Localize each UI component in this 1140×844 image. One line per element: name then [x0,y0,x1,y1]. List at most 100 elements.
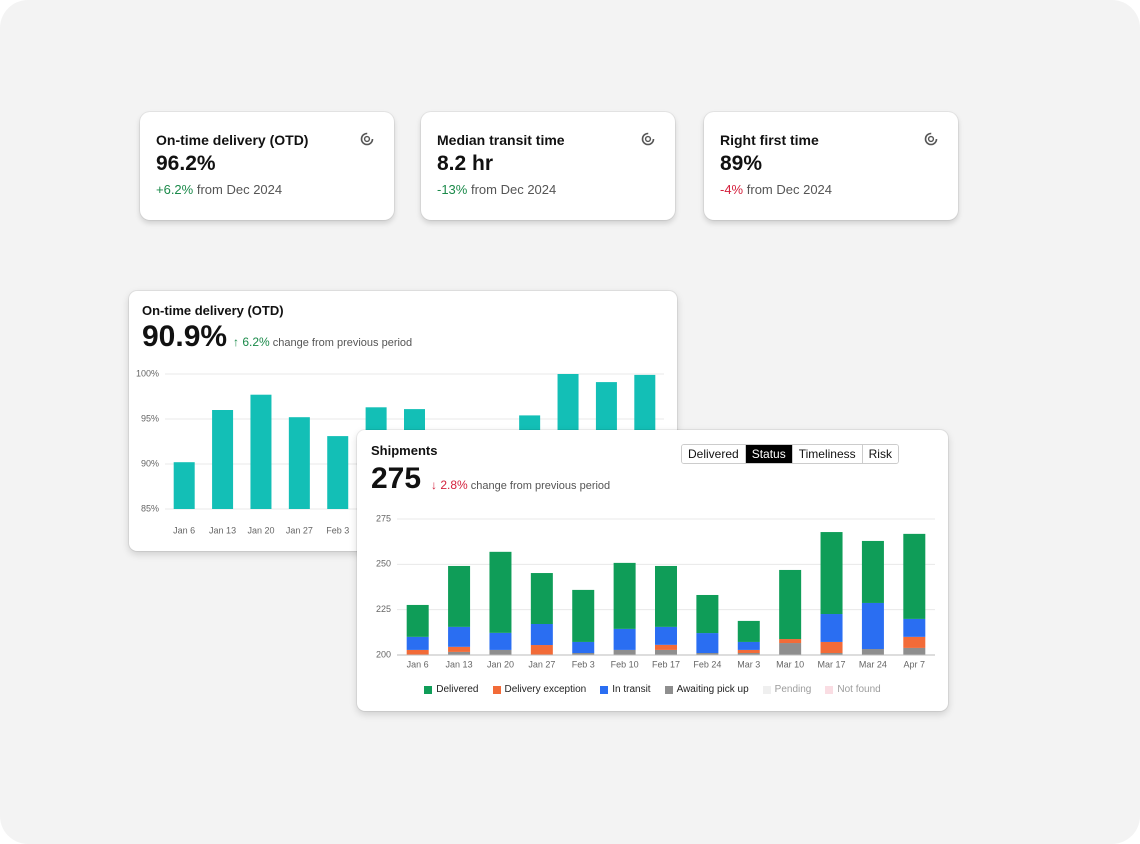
kpi-value: 8.2 hr [437,152,494,175]
bar-segment [530,645,553,655]
x-tick-label: Jan 27 [528,659,555,669]
chart-title: On-time delivery (OTD) [142,303,284,318]
chart-title: Shipments [371,443,438,458]
kpi-icon [924,132,938,146]
bar-segment [572,653,595,655]
x-tick-label: Jan 6 [173,525,195,535]
bar-segment [655,644,677,650]
kpi-comparison: from Dec 2024 [470,182,557,197]
chart-card: 85% 90% 95% 100% Jan 6 Jan 13 Jan 20 Jan 27 Feb … [129,291,677,551]
bar-segment [696,633,719,654]
change-note: change from previous period [470,480,611,492]
kpi-comparison: from Dec 2024 [196,182,283,197]
bar-segment [903,636,926,648]
bar-segment [406,649,429,655]
bar-segment [737,620,760,642]
legend-item[interactable]: In transit [600,684,651,695]
legend: Delivered Delivery exception In transit Awa… [357,684,948,695]
bar-segment [489,551,512,633]
bar-segment [406,604,429,637]
change-line: ↑ 6.2% change from previous period [233,335,412,349]
tab-button[interactable]: Delivered [682,445,745,463]
legend-label: Awaiting pick up [676,684,749,695]
kpi-value: 89% [720,152,763,175]
y-tick-label: 250 [376,559,391,569]
bar-segment [779,643,802,655]
legend-swatch [424,685,433,694]
bar-segment [737,649,760,654]
kpi-change-line: -4% from Dec 2024 [720,182,942,197]
kpi-title: Median transit time [437,132,565,148]
x-tick-label: Mar 10 [776,659,804,669]
bar-segment [613,628,636,650]
y-tick-label: 100% [136,368,159,378]
bar [327,436,349,509]
bar-segment [820,653,843,655]
x-tick-label: Jan 13 [209,525,236,535]
legend-item[interactable]: Delivery exception [492,684,587,695]
x-tick-label: Mar 24 [859,659,887,669]
bar-segment [903,618,926,637]
bar-segment [572,589,595,642]
kpi-change-line: -13% from Dec 2024 [437,182,659,197]
y-tick-label: 225 [376,604,391,614]
bar-segment [903,647,926,655]
x-tick-label: Feb 3 [326,525,349,535]
legend-item[interactable]: Pending [762,684,812,695]
legend-label: In transit [612,684,651,695]
headline: 275 [371,462,422,495]
x-tick-label: Jan 20 [487,659,514,669]
legend-label: Delivery exception [504,684,587,695]
legend-swatch [664,685,673,694]
bar-segment [820,641,843,654]
bar-segment [572,641,595,654]
chart: 200 225 250 275 Jan 6 Jan 13 Jan 20 Jan 27 Feb 3… [376,513,935,669]
bar [288,417,310,509]
kpi-card: Median transit time 8.2 hr -13% from Dec… [421,112,675,220]
legend-item[interactable]: Not found [825,684,881,695]
kpi-change: +6.2% [156,182,194,197]
bar-segment [448,626,471,647]
x-tick-label: Apr 7 [904,659,926,669]
tab-button[interactable]: Timeliness [791,445,862,463]
headline: 90.9% [142,320,228,353]
y-tick-label: 275 [376,513,391,523]
change: ↓ 2.8% [431,478,468,492]
chart-card: 200 225 250 275 Jan 6 Jan 13 Jan 20 Jan 27 Feb 3… [357,430,948,711]
legend-item[interactable]: Delivered [424,684,479,695]
kpi-change-line: +6.2% from Dec 2024 [156,182,378,197]
change-line: ↓ 2.8% change from previous period [431,478,610,492]
bar-segment [530,623,553,646]
x-tick-label: Jan 6 [407,659,429,669]
x-tick-label: Jan 13 [446,659,473,669]
bar-segment [613,562,636,629]
legend-swatch [600,685,609,694]
bar-segment [820,614,843,642]
x-tick-label: Feb 24 [693,659,721,669]
legend-swatch [762,685,771,694]
x-tick-label: Mar 3 [737,659,760,669]
legend-label: Not found [837,684,881,695]
kpi-value: 96.2% [156,152,216,175]
bar-segment [448,646,471,652]
bar-segment [861,602,884,650]
x-tick-label: Jan 20 [247,525,274,535]
y-tick-label: 90% [141,458,159,468]
kpi-title: Right first time [720,132,819,148]
bar-segment [737,653,760,655]
legend-label: Pending [774,684,812,695]
kpi-icon [641,132,655,146]
bar-segment [903,533,926,619]
y-tick-label: 85% [141,503,159,513]
bar-segment [448,565,471,627]
segmented-control: Delivered Status Timeliness Risk [681,444,899,464]
y-tick-label: 200 [376,649,391,659]
legend-item[interactable]: Awaiting pick up [664,684,749,695]
bar-segment [861,540,884,603]
bar-segment [655,649,677,655]
tab-button[interactable]: Status [744,445,792,463]
tab-button[interactable]: Risk [861,445,898,463]
kpi-change: -4% [720,182,744,197]
bar-segment [696,594,719,634]
